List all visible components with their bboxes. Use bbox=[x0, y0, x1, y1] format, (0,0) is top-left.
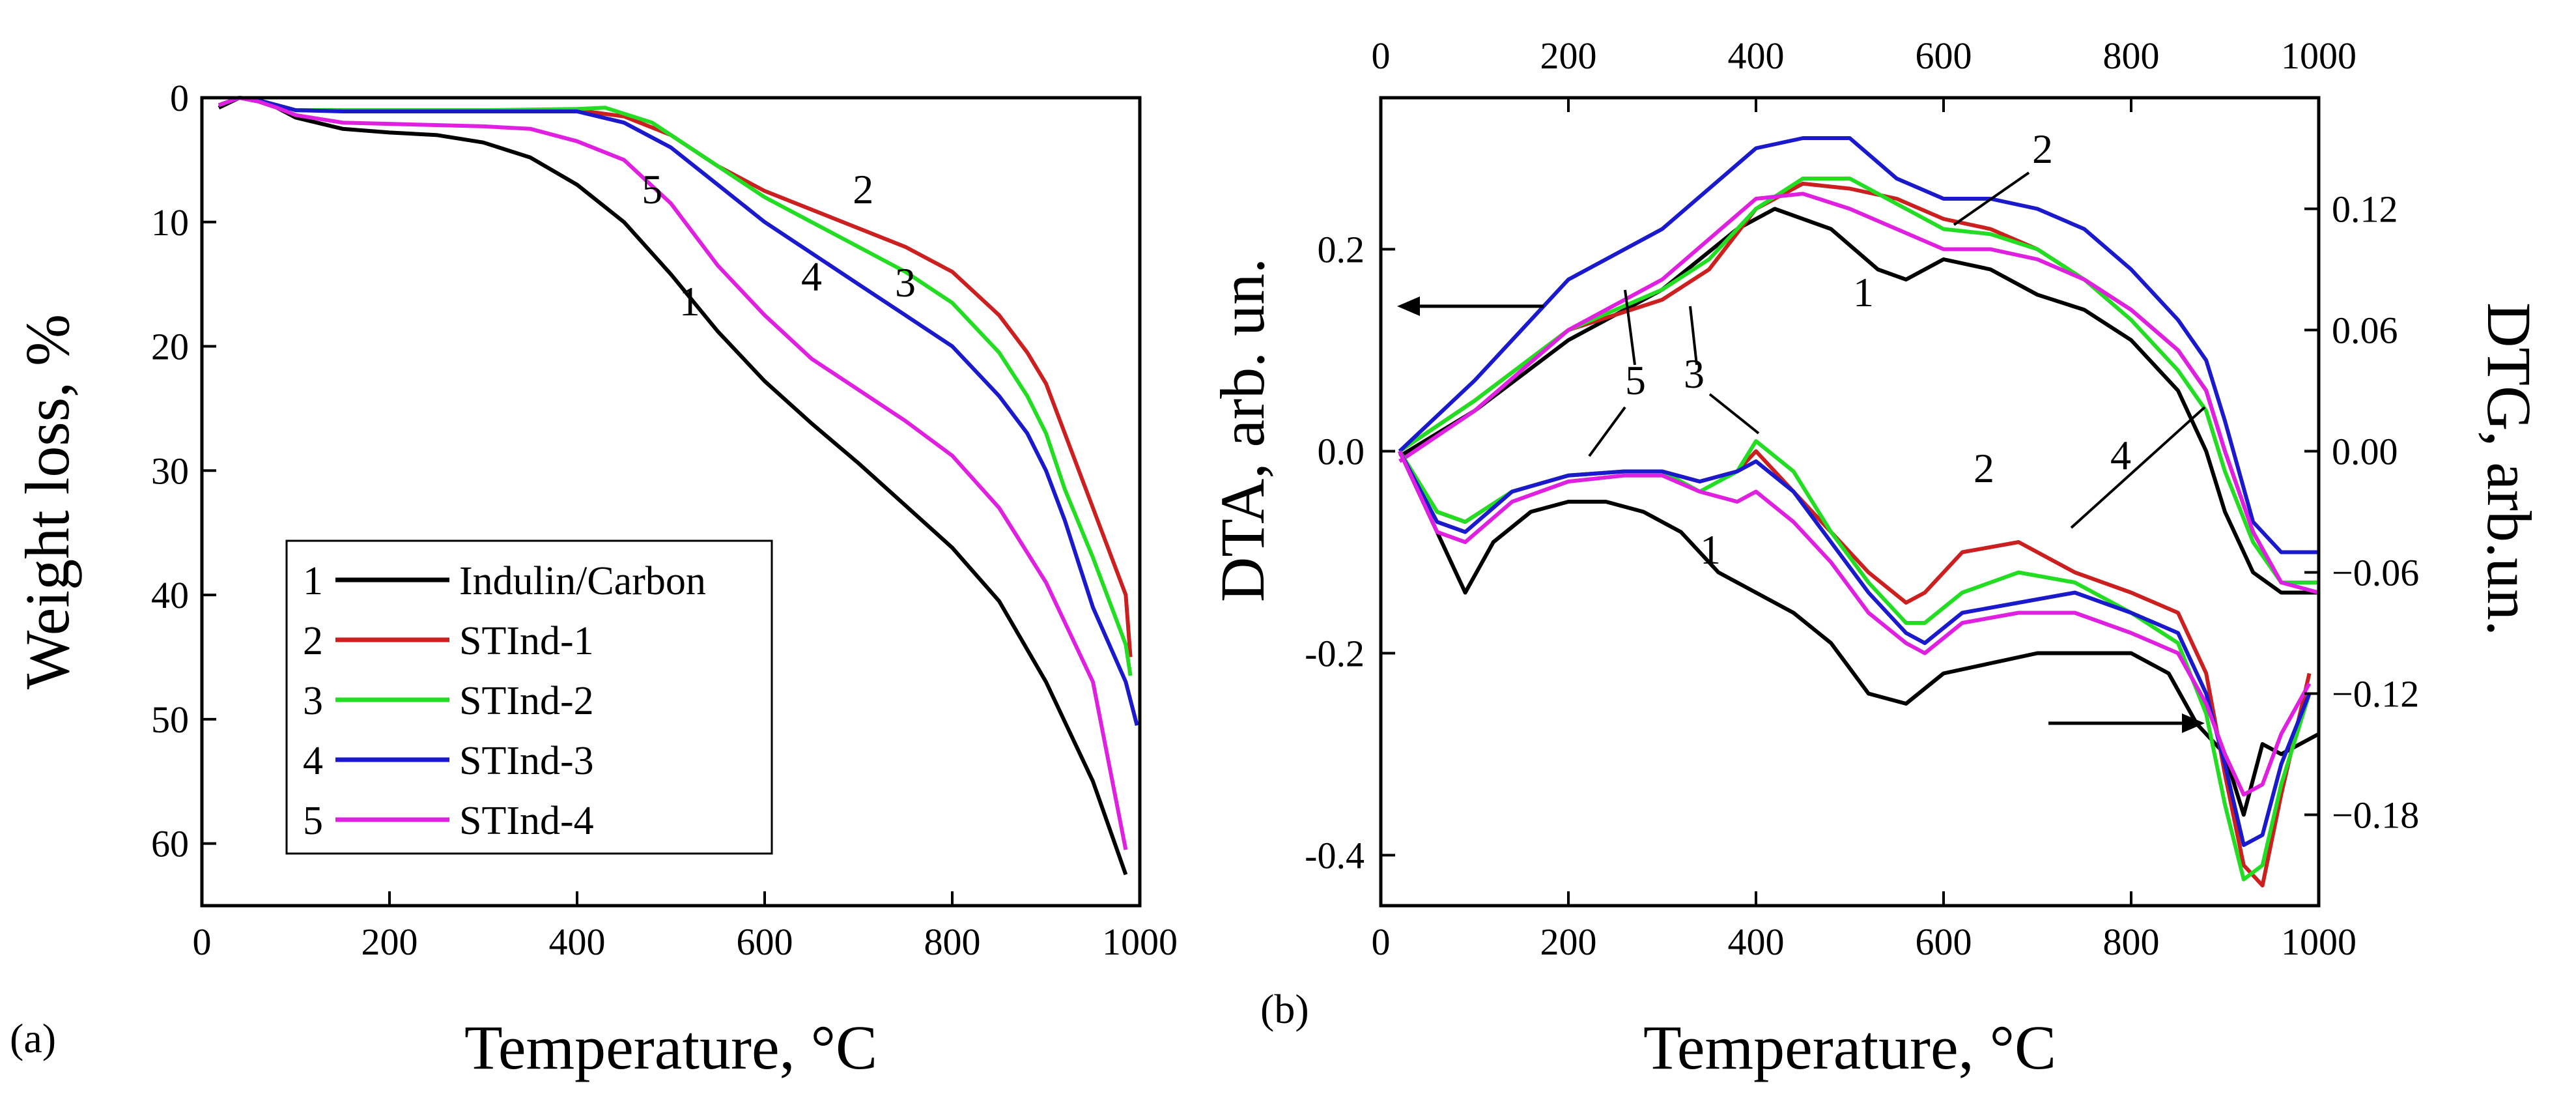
panel-a-ytick-label: 30 bbox=[151, 450, 189, 492]
panel-b-xtick-label-top: 800 bbox=[2103, 35, 2160, 77]
panel-b-xlabel: Temperature, °C bbox=[1643, 1013, 2056, 1082]
legend-label: STInd-3 bbox=[459, 739, 594, 783]
panel-b: 0 0 200 200 400 400 600 600 800 800 1000 1000 -0.4 -0… bbox=[1208, 35, 2544, 1082]
panel-b-curve-label-5: 5 bbox=[1625, 357, 1646, 403]
panel-a-ytick-label: 0 bbox=[170, 77, 189, 119]
panel-b-curve-label-2-dtg: 2 bbox=[1974, 445, 1994, 491]
panel-b-dtg-series-1 bbox=[1398, 450, 2320, 817]
panel-a-ytick-label: 40 bbox=[151, 574, 189, 616]
panel-a-xtick-label: 200 bbox=[361, 921, 418, 963]
panel-b-xtick-label-top: 0 bbox=[1372, 35, 1391, 77]
panel-a-ytick-label: 20 bbox=[151, 326, 189, 368]
panel-b-dta-series-2 bbox=[1398, 181, 2319, 584]
panel-a-legend: 1 Indulin/Carbon 2 STInd-1 3 STInd-2 4 STInd-3 5… bbox=[285, 539, 773, 855]
panel-b-ylabel-left: DTA, arb. un. bbox=[1208, 258, 1277, 602]
legend-number: 1 bbox=[303, 559, 323, 603]
panel-a-series-4 bbox=[218, 96, 1139, 726]
panel-b-ytick-label-left: 0.0 bbox=[1318, 431, 1365, 473]
panel-a-curve-label: 5 bbox=[642, 166, 662, 212]
panel-b-curve-label-3: 3 bbox=[1684, 351, 1705, 397]
panel-a-ticks: 0 200 400 600 800 1000 0 10 20 30 40 50 60 bbox=[151, 77, 1178, 963]
panel-b-dtg-series-3 bbox=[1398, 439, 2312, 882]
panel-b-ytick-label-right: −0.06 bbox=[2332, 552, 2419, 594]
panel-a-ytick-label: 10 bbox=[151, 201, 189, 244]
legend-label: STInd-4 bbox=[459, 799, 594, 843]
panel-b-ytick-label-right: −0.12 bbox=[2332, 673, 2419, 715]
legend-number: 4 bbox=[303, 739, 323, 783]
arrow-to-dtg-curves-head bbox=[2182, 713, 2205, 733]
panel-a-curve-label: 3 bbox=[895, 259, 916, 306]
panel-a-xtick-label: 400 bbox=[549, 921, 606, 963]
panel-b-ticks: 0 0 200 200 400 400 600 600 800 800 1000 1000 -0.4 -0… bbox=[1305, 35, 2419, 963]
panel-b-xtick-label-bottom: 800 bbox=[2103, 921, 2160, 963]
panel-b-label: (b) bbox=[1260, 986, 1309, 1032]
panel-b-dtg-series-4 bbox=[1398, 450, 2312, 847]
panel-b-curve-label-2-dta: 2 bbox=[2032, 126, 2053, 172]
panel-b-dta-series-1 bbox=[1398, 207, 2319, 595]
panel-a-curve-label: 1 bbox=[679, 278, 700, 324]
panel-a-xtick-label: 600 bbox=[737, 921, 793, 963]
panel-b-ytick-label-left: -0.2 bbox=[1305, 633, 1365, 675]
panel-a-series-5 bbox=[218, 96, 1128, 850]
panel-b-xtick-label-bottom: 1000 bbox=[2281, 921, 2357, 963]
panel-a-xtick-label: 800 bbox=[924, 921, 981, 963]
legend-frame bbox=[285, 539, 773, 855]
panel-b-xtick-label-bottom: 600 bbox=[1916, 921, 1972, 963]
panel-b-xtick-label-top: 400 bbox=[1728, 35, 1785, 77]
legend-label: Indulin/Carbon bbox=[459, 559, 706, 603]
panel-a-curve-label: 2 bbox=[853, 166, 873, 212]
panel-b-ytick-label-right: 0.00 bbox=[2332, 431, 2398, 473]
panel-a-xlabel: Temperature, °C bbox=[464, 1013, 877, 1082]
panel-b-series bbox=[1398, 136, 2320, 887]
panel-a-ytick-label: 50 bbox=[151, 698, 189, 741]
panel-a-xtick-label: 1000 bbox=[1102, 921, 1178, 963]
panel-b-ytick-label-right: 0.12 bbox=[2332, 188, 2398, 231]
legend-number: 5 bbox=[303, 799, 323, 843]
panel-b-ytick-label-right: 0.06 bbox=[2332, 309, 2398, 352]
panel-a-curve-label: 4 bbox=[801, 253, 822, 300]
panel-b-dtg-series-5 bbox=[1398, 450, 2312, 797]
leader-5 bbox=[1624, 289, 1636, 366]
panel-a-ylabel: Weight loss, % bbox=[12, 314, 82, 689]
arrow-to-dta-axis-head bbox=[1397, 296, 1420, 316]
panel-b-curve-label-1-dta: 1 bbox=[1853, 269, 1874, 315]
panel-a-frame bbox=[200, 96, 1142, 908]
panel-b-dta-series-3 bbox=[1398, 177, 2319, 584]
panel-b-ytick-label-left: -0.4 bbox=[1305, 835, 1365, 877]
legend-number: 3 bbox=[303, 679, 323, 723]
panel-b-dta-series-5 bbox=[1398, 192, 2319, 595]
panel-a-ytick-label: 60 bbox=[151, 823, 189, 865]
panel-a-curve-labels: 1 2 3 4 5 bbox=[642, 166, 916, 324]
panel-b-xtick-label-top: 1000 bbox=[2281, 35, 2357, 77]
panel-b-xtick-label-top: 200 bbox=[1540, 35, 1597, 77]
panel-b-xtick-label-bottom: 200 bbox=[1540, 921, 1597, 963]
panel-b-frame bbox=[1379, 96, 2321, 908]
legend-label: STInd-2 bbox=[459, 679, 594, 723]
panel-b-xtick-label-bottom: 400 bbox=[1728, 921, 1785, 963]
panel-b-xtick-label-top: 600 bbox=[1916, 35, 1972, 77]
panel-b-annotations: 1 2 5 3 1 2 4 bbox=[1397, 126, 2206, 733]
panel-a: 0 200 400 600 800 1000 0 10 20 30 40 50 60 Temperatu… bbox=[10, 77, 1178, 1082]
leader-5-low bbox=[1588, 406, 1626, 457]
panel-b-ytick-label-right: −0.18 bbox=[2332, 794, 2419, 837]
leader-2-top bbox=[1953, 171, 2030, 226]
panel-a-label: (a) bbox=[10, 1015, 56, 1061]
leader-3-low bbox=[1708, 393, 1760, 435]
panel-b-xtick-label-bottom: 0 bbox=[1372, 921, 1391, 963]
leader-4 bbox=[2070, 406, 2206, 529]
panel-a-xtick-label: 0 bbox=[193, 921, 212, 963]
legend-number: 2 bbox=[303, 619, 323, 663]
panel-b-dtg-series-2 bbox=[1398, 449, 2312, 887]
panel-a-series bbox=[218, 96, 1139, 876]
panel-b-curve-label-1-dtg: 1 bbox=[1700, 526, 1721, 573]
panel-b-ytick-label-left: 0.2 bbox=[1318, 229, 1365, 271]
panel-b-dta-series-4 bbox=[1398, 136, 2319, 554]
legend-label: STInd-1 bbox=[459, 619, 594, 663]
panel-b-ylabel-right: DTG, arb.un. bbox=[2474, 302, 2544, 636]
leader-3 bbox=[1689, 306, 1698, 366]
panel-b-curve-label-4: 4 bbox=[2110, 432, 2131, 478]
